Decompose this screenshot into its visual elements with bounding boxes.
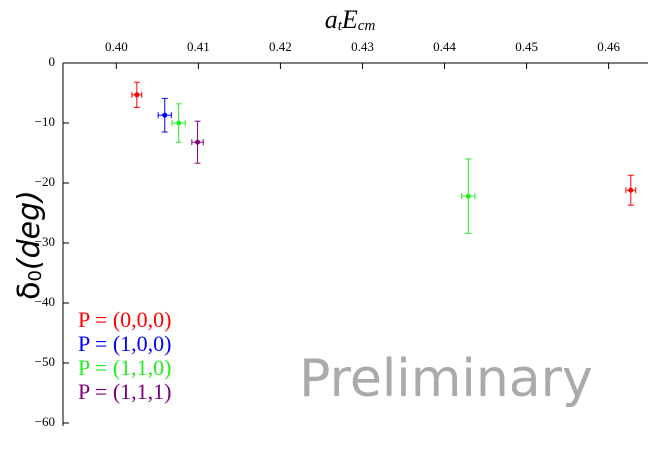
- x-title-part: a: [325, 5, 338, 34]
- point: [176, 120, 182, 126]
- y-tick-label: −10: [35, 114, 55, 129]
- y-tick-label: −20: [35, 174, 55, 189]
- y-axis-title: δ0(deg): [12, 190, 47, 300]
- y-title-part: (deg): [12, 190, 47, 270]
- point: [134, 92, 140, 98]
- y-tick-label: −30: [35, 234, 55, 249]
- y-tick-label: −40: [35, 294, 55, 309]
- point: [162, 112, 168, 118]
- legend-label: P = (1,1,1): [78, 379, 171, 404]
- x-tick-label: 0.44: [433, 39, 456, 54]
- y-tick-label: −50: [35, 354, 55, 369]
- x-tick-label: 0.45: [515, 39, 538, 54]
- y-tick-label: 0: [49, 54, 56, 69]
- x-tick-label: 0.42: [269, 39, 292, 54]
- x-tick-label: 0.43: [351, 39, 374, 54]
- x-tick-label: 0.40: [105, 39, 128, 54]
- annotation: Preliminary: [299, 349, 593, 409]
- point: [628, 187, 634, 193]
- legend-label: P = (0,0,0): [78, 307, 171, 332]
- x-tick-label: 0.41: [187, 39, 210, 54]
- x-title-part: cm: [358, 18, 376, 34]
- x-axis-title: atEcm: [325, 5, 376, 34]
- y-title-part: δ: [12, 282, 47, 300]
- legend-label: P = (1,1,0): [78, 355, 171, 380]
- x-title-part: t: [338, 18, 343, 34]
- x-title-part: E: [341, 5, 358, 34]
- y-title-part: 0: [25, 270, 46, 281]
- x-tick-label: 0.46: [597, 39, 620, 54]
- point: [195, 139, 201, 145]
- point: [465, 193, 471, 199]
- legend-label: P = (1,0,0): [78, 331, 171, 356]
- y-tick-label: −60: [35, 414, 55, 429]
